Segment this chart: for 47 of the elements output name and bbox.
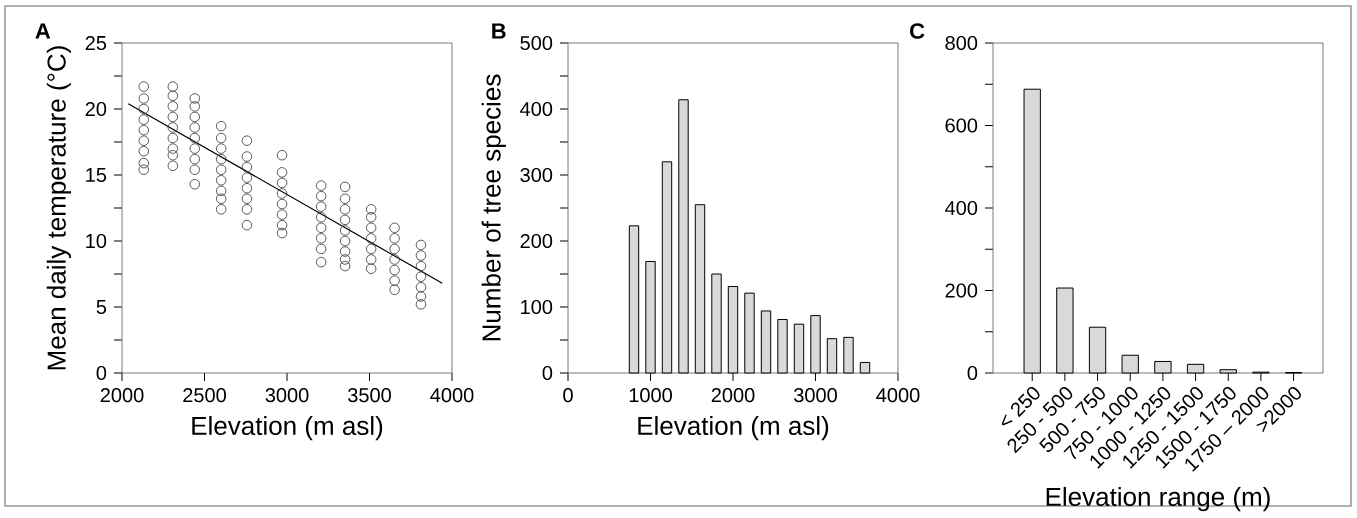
bar [694, 204, 706, 374]
x-tick-label: 4000 [430, 388, 474, 403]
bar [661, 161, 673, 374]
y-tick-label: 5 [96, 300, 107, 315]
y-tick-label: 10 [86, 234, 107, 249]
bar [628, 225, 640, 374]
y-tick-label: 200 [945, 283, 978, 298]
bar [678, 99, 689, 374]
x-tick-label: 2000 [711, 388, 755, 403]
x-tick-label: 2500 [183, 388, 226, 403]
x-tick-label: 0 [563, 388, 573, 403]
bar [826, 338, 838, 374]
bar [843, 336, 854, 374]
x-axis-title: Elevation range (m) [1046, 487, 1270, 512]
y-tick-label: 500 [520, 36, 553, 51]
x-tick-label: 2000 [100, 388, 144, 403]
x-axis-title: Elevation (m asl) [638, 416, 829, 441]
chart-title: B [492, 23, 506, 39]
chart-title: A [35, 23, 51, 39]
y-tick-label: 0 [967, 366, 978, 381]
bar [744, 292, 755, 374]
x-tick-label: 3500 [348, 388, 391, 403]
y-tick-label: 800 [945, 36, 978, 51]
y-tick-label: 400 [520, 102, 553, 117]
y-tick-label: 200 [520, 234, 553, 249]
y-tick-label: 0 [542, 366, 553, 381]
y-tick-label: 100 [521, 300, 553, 315]
y-axis-title: Number of tree species [481, 74, 506, 341]
x-tick-label: 1000 [629, 388, 672, 403]
y-tick-label: 0 [96, 366, 107, 381]
y-tick-label: 600 [945, 118, 978, 133]
y-tick-label: 300 [520, 168, 553, 183]
y-tick-label: 15 [86, 168, 107, 183]
bar [793, 323, 805, 374]
x-tick-label: 4000 [876, 388, 920, 403]
x-tick-label: 3000 [794, 388, 837, 403]
y-tick-label: 20 [85, 102, 107, 117]
bar [859, 362, 871, 374]
chart-title: C [910, 23, 925, 39]
bar [711, 273, 722, 374]
y-tick-label: 25 [85, 36, 107, 51]
y-axis-title: Mean daily temperature (°C) [46, 46, 71, 370]
y-tick-label: 400 [945, 201, 978, 216]
x-axis-title: Elevation (m asl) [192, 416, 383, 441]
bar [760, 310, 772, 374]
bar [777, 319, 788, 374]
x-tick-label: 3000 [265, 388, 309, 403]
